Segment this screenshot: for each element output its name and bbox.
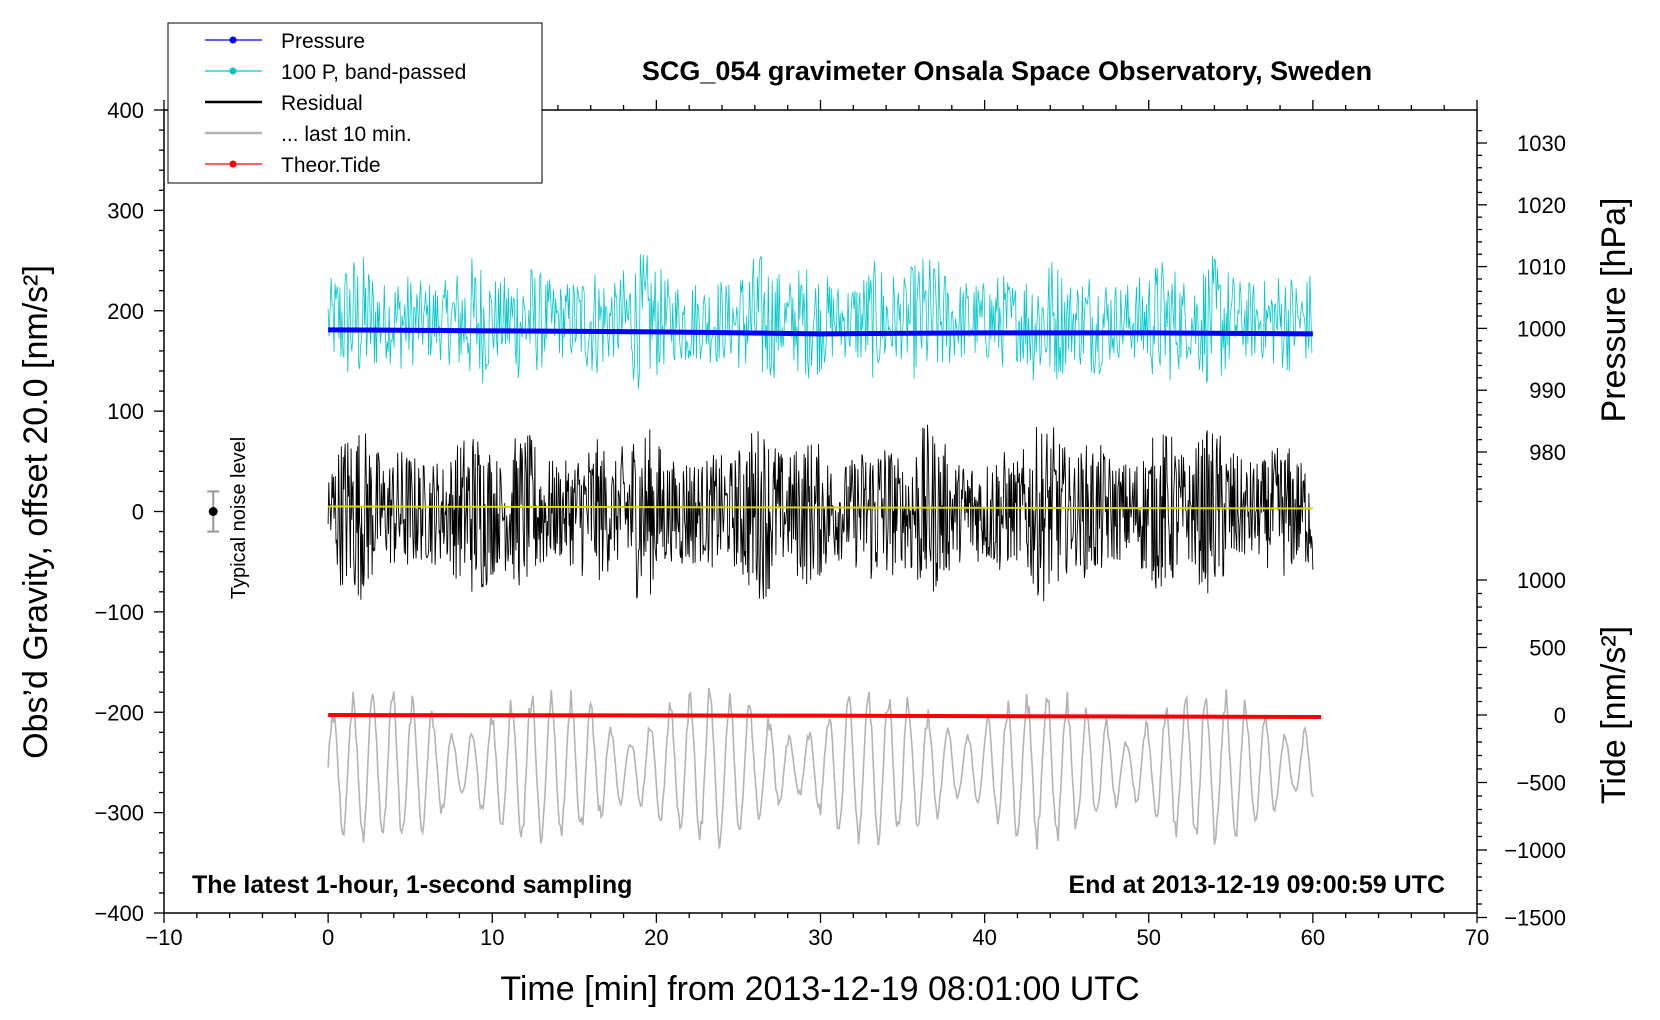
y-tick-label: −100 (94, 600, 144, 625)
tide-tick-label: −500 (1516, 771, 1566, 796)
x-axis-label: Time [min] from 2013-12-19 08:01:00 UTC (500, 970, 1139, 1008)
y-tick-label: 300 (107, 198, 144, 223)
noise-level-marker (207, 490, 220, 533)
y-tick-label: 0 (132, 500, 144, 525)
series-pressure (328, 327, 1313, 337)
legend-label: 100 P, band-passed (281, 61, 466, 84)
legend: Pressure 100 P, band-passed Residual ... la… (167, 22, 543, 184)
legend-label: Residual (281, 92, 363, 115)
series-band-passed-pressure (327, 254, 1313, 390)
x-tick-label: 60 (1301, 925, 1325, 950)
tide-tick-label: 1000 (1517, 568, 1566, 593)
tide-tick-label: 0 (1554, 703, 1566, 728)
pressure-tick-label: 1010 (1517, 255, 1566, 280)
pressure-tick-label: 1020 (1517, 193, 1566, 218)
legend-swatch-dot (229, 36, 237, 44)
pressure-axis-label: Pressure [hPa] (1595, 198, 1633, 423)
pressure-axis-ticks: 980 990 1000 1010 1020 1030 (1477, 129, 1566, 503)
y-tick-label: 400 (107, 98, 144, 123)
tide-axis-label: Tide [nm/s²] (1595, 626, 1633, 804)
y-tick-label: −300 (94, 801, 144, 826)
noise-level-label: Typical noise level (228, 437, 250, 599)
legend-label: ... last 10 min. (281, 123, 412, 146)
tide-tick-label: −1000 (1504, 838, 1566, 863)
tide-axis-ticks: −1500 −1000 −500 0 500 1000 (1477, 568, 1566, 931)
legend-label: Pressure (281, 30, 365, 53)
x-tick-label: 30 (808, 925, 832, 950)
x-tick-label: 20 (644, 925, 668, 950)
pressure-tick-label: 1030 (1517, 131, 1566, 156)
pressure-tick-label: 990 (1529, 378, 1566, 403)
x-tick-label: 70 (1465, 925, 1489, 950)
x-tick-label: 40 (972, 925, 996, 950)
y-axis-label: Obs’d Gravity, offset 20.0 [nm/s²] (17, 265, 55, 759)
legend-swatch-dot (229, 67, 237, 75)
x-tick-label: 0 (322, 925, 334, 950)
legend-label: Theor.Tide (281, 154, 381, 177)
tide-tick-label: −1500 (1504, 906, 1566, 931)
y-tick-label: −400 (94, 901, 144, 926)
series-last-10-min (327, 687, 1314, 850)
y-tick-label: 100 (107, 399, 144, 424)
series-residual (327, 424, 1314, 602)
tide-tick-label: 500 (1529, 636, 1566, 661)
y-axis-ticks: −400 −300 −200 −100 0 100 200 300 400 (94, 98, 164, 926)
y-tick-label: 200 (107, 299, 144, 324)
legend-swatch-dot (229, 160, 237, 168)
x-tick-label: −10 (145, 925, 182, 950)
end-time-note: End at 2013-12-19 09:00:59 UTC (1068, 871, 1445, 899)
x-tick-label: 10 (480, 925, 504, 950)
sampling-note: The latest 1-hour, 1-second sampling (192, 871, 632, 899)
series-layer (327, 254, 1322, 850)
chart-title: SCG_054 gravimeter Onsala Space Observat… (642, 56, 1372, 86)
y-tick-label: −200 (94, 700, 144, 725)
series-residual-mean (328, 505, 1313, 510)
x-tick-label: 50 (1137, 925, 1161, 950)
series-theoretical-tide (328, 713, 1322, 720)
pressure-tick-label: 980 (1529, 440, 1566, 465)
pressure-tick-label: 1000 (1517, 316, 1566, 341)
noise-point (208, 507, 218, 516)
